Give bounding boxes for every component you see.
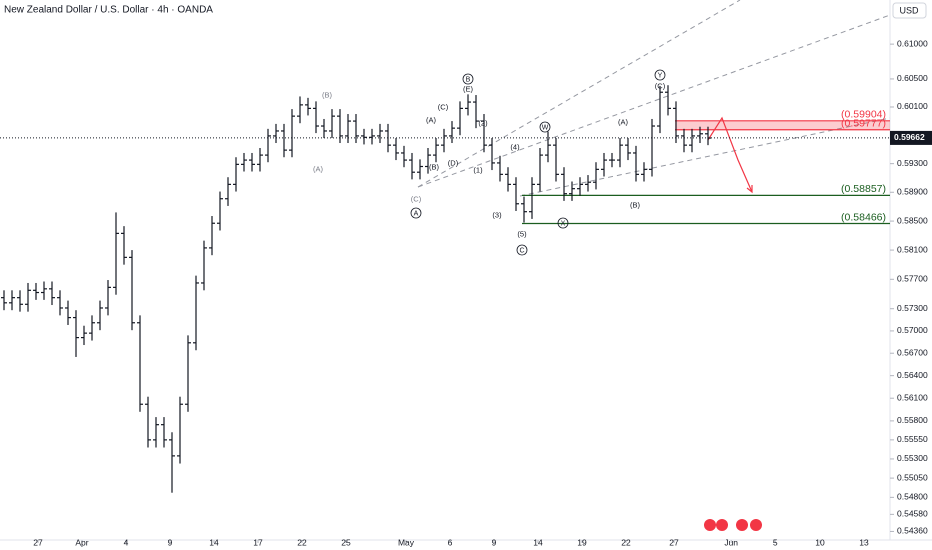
wave-label: (E)	[463, 84, 474, 93]
level-label: (0.59777)	[841, 118, 886, 130]
y-tick-label: 0.55300	[897, 453, 928, 463]
wave-circle	[557, 217, 569, 229]
currency-box[interactable]	[892, 2, 927, 19]
last-price-label: 0.59662	[894, 132, 925, 142]
wave-label: (B)	[429, 162, 440, 171]
channel-line	[417, 0, 741, 188]
x-tick-label: 22	[621, 537, 631, 547]
x-tick-label: Apr	[75, 537, 88, 547]
event-icon[interactable]	[716, 519, 728, 531]
arrow-head	[746, 185, 753, 194]
y-tick-label: 0.54360	[897, 526, 928, 536]
wave-label: (A)	[426, 115, 437, 124]
wave-label: (4)	[510, 142, 520, 151]
y-tick-label: 0.56100	[897, 392, 928, 402]
x-tick-label: May	[398, 537, 415, 547]
wave-label: (C)	[411, 194, 422, 203]
wave-label: (A)	[313, 164, 324, 173]
x-tick-label: 6	[448, 537, 453, 547]
wave-label: (C)	[438, 102, 449, 111]
wave-label: B	[466, 76, 471, 83]
x-tick-label: 9	[492, 537, 497, 547]
x-tick-label: 27	[33, 537, 43, 547]
wave-label: C	[519, 247, 524, 254]
level-label: (0.58466)	[841, 211, 886, 223]
x-tick-label: 9	[168, 537, 173, 547]
y-tick-label: 0.57700	[897, 274, 928, 284]
chart-title: New Zealand Dollar / U.S. Dollar · 4h · …	[4, 5, 213, 16]
x-tick-label: 14	[533, 537, 543, 547]
wave-label: (B)	[630, 200, 641, 209]
y-tick-label: 0.57000	[897, 325, 928, 335]
level-label: (0.59904)	[841, 109, 886, 121]
y-tick-label: 0.57300	[897, 303, 928, 313]
wave-circle	[462, 73, 474, 85]
y-tick-label: 0.56700	[897, 347, 928, 357]
wave-label: (D)	[448, 158, 459, 167]
x-tick-label: 14	[209, 537, 219, 547]
projection-arrow	[707, 116, 753, 193]
x-tick-label: 19	[577, 537, 587, 547]
channel-line	[519, 117, 891, 197]
x-tick-label: 13	[859, 537, 869, 547]
price-bars	[1, 85, 711, 493]
wave-circle	[539, 121, 551, 133]
y-tick-label: 0.58900	[897, 187, 928, 197]
x-tick-label: 5	[773, 537, 778, 547]
event-icon[interactable]	[704, 519, 716, 531]
y-tick-label: 0.61000	[897, 38, 928, 48]
wave-circle	[410, 207, 422, 219]
wave-label: (B)	[322, 90, 333, 99]
x-tick-label: 25	[341, 537, 351, 547]
event-icon[interactable]	[750, 519, 762, 531]
wave-label: (5)	[517, 229, 527, 238]
x-tick-label: 22	[297, 537, 307, 547]
wave-label: (2)	[478, 118, 488, 127]
wave-label: (3)	[492, 210, 502, 219]
wave-circle	[654, 69, 666, 81]
currency: USD	[899, 5, 919, 15]
y-tick-label: 0.56400	[897, 370, 928, 380]
y-tick-label: 0.54580	[897, 509, 928, 519]
last-price-box	[890, 130, 932, 145]
wave-label: A	[414, 210, 419, 217]
x-tick-label: 27	[669, 537, 679, 547]
y-tick-label: 0.55050	[897, 472, 928, 482]
wave-label: X	[561, 220, 566, 227]
wave-label: (A)	[618, 117, 629, 126]
y-tick-label: 0.60100	[897, 101, 928, 111]
wave-label: W	[542, 124, 549, 131]
event-icons	[704, 519, 762, 531]
y-tick-label: 0.58100	[897, 244, 928, 254]
y-tick-label: 0.58500	[897, 215, 928, 225]
y-tick-label: 0.60500	[897, 73, 928, 83]
x-tick-label: Jun	[724, 537, 738, 547]
channel-line	[417, 14, 891, 188]
x-tick-label: 4	[124, 537, 129, 547]
wave-label: (C)	[655, 81, 666, 90]
wave-circle	[516, 244, 528, 256]
y-tick-label: 0.55550	[897, 434, 928, 444]
x-tick-label: 10	[815, 537, 825, 547]
resistance-zone	[675, 120, 890, 130]
event-icon[interactable]	[736, 519, 748, 531]
level-label: (0.58857)	[841, 183, 886, 195]
y-tick-label: 0.55800	[897, 415, 928, 425]
wave-label: (1)	[473, 165, 483, 174]
y-tick-label: 0.59300	[897, 158, 928, 168]
channel-lines	[417, 0, 891, 197]
x-tick-label: 17	[253, 537, 263, 547]
wave-label: Y	[658, 72, 663, 79]
y-tick-label: 0.54800	[897, 492, 928, 502]
